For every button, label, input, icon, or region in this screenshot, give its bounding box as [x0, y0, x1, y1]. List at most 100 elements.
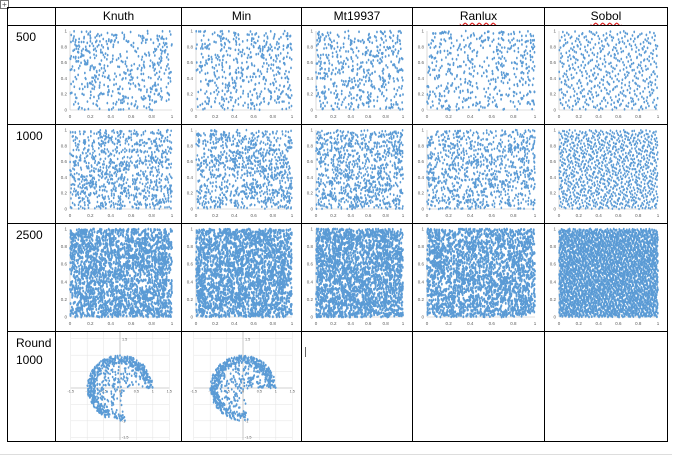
scatter-point — [121, 98, 124, 101]
scatter-point — [362, 75, 365, 79]
scatter-point — [351, 48, 354, 51]
scatter-point — [328, 37, 331, 40]
scatter-point — [251, 162, 254, 166]
scatter-point — [641, 69, 644, 73]
scatter-point — [78, 140, 81, 143]
scatter-point — [467, 56, 469, 60]
scatter-point — [520, 76, 523, 80]
scatter-point — [284, 134, 287, 138]
scatter-point — [493, 87, 496, 91]
scatter-point — [267, 172, 270, 176]
scatter-point — [169, 80, 172, 83]
scatter-point — [525, 34, 527, 38]
scatter-point — [105, 202, 108, 206]
scatter-point — [439, 66, 442, 70]
scatter-point — [140, 143, 142, 147]
scatter-point — [285, 55, 288, 59]
scatter-point — [289, 192, 292, 196]
scatter-point — [440, 94, 443, 98]
scatter-point — [360, 88, 362, 92]
scatter-point — [99, 185, 101, 189]
scatter-point — [270, 162, 273, 166]
scatter-point — [319, 72, 322, 75]
scatter-point — [128, 148, 131, 151]
scatter-point — [324, 153, 327, 156]
scatter-point — [105, 137, 107, 140]
scatter-point — [498, 56, 500, 60]
scatter-point — [487, 86, 490, 90]
scatter-point — [140, 203, 143, 206]
scatter-point — [231, 96, 233, 99]
scatter-point — [287, 130, 290, 134]
scatter-point — [154, 81, 157, 85]
scatter-point — [149, 205, 152, 209]
scatter-point — [455, 57, 458, 61]
scatter-point — [144, 96, 147, 100]
scatter-point — [652, 49, 655, 52]
scatter-point — [527, 29, 529, 33]
scatter-point — [275, 132, 277, 135]
scatter-point — [241, 50, 244, 54]
corner-cell — [7, 7, 56, 26]
scatter-point — [323, 71, 326, 75]
scatter-point — [267, 102, 270, 106]
scatter-point — [602, 97, 605, 100]
scatter-point — [369, 99, 372, 103]
scatter-point — [446, 49, 449, 53]
scatter-point — [335, 66, 337, 70]
scatter-point — [102, 140, 104, 144]
scatter-point — [529, 32, 532, 36]
scatter-point — [284, 161, 287, 165]
scatter-point — [143, 94, 145, 98]
scatter-point — [133, 129, 136, 132]
scatter-cell-sobol: 0 0.2 0.4 0.6 0.8 1 0 0.2 0.4 0.6 0.8 1 — [544, 25, 668, 125]
scatter-point — [281, 170, 283, 174]
scatter-point — [355, 98, 358, 102]
scatter-point — [441, 105, 443, 109]
scatter-point — [254, 75, 257, 79]
scatter-point — [250, 142, 252, 146]
scatter-point — [263, 45, 266, 49]
scatter-point — [465, 63, 467, 67]
scatter-point — [144, 52, 146, 56]
scatter-point — [75, 194, 77, 198]
scatter-point — [242, 184, 244, 187]
scatter-point — [126, 56, 128, 60]
scatter-point — [628, 80, 631, 84]
y-tick-label: 0.6 — [307, 159, 314, 164]
scatter-point — [396, 69, 399, 73]
scatter-point — [375, 55, 377, 58]
table-move-handle-icon[interactable]: + — [0, 0, 9, 9]
scatter-point — [259, 172, 261, 176]
scatter-point — [507, 33, 510, 36]
scatter-point — [452, 44, 455, 48]
scatter-point — [432, 31, 434, 35]
scatter-point — [221, 68, 224, 72]
scatter-point — [130, 138, 133, 142]
scatter-point — [352, 144, 354, 148]
scatter-point — [88, 199, 90, 202]
scatter-point — [397, 51, 399, 55]
scatter-point — [78, 87, 81, 91]
scatter-point — [270, 205, 273, 208]
scatter-point — [107, 84, 110, 88]
scatter-point — [257, 129, 260, 133]
scatter-point — [273, 136, 276, 140]
scatter-point — [319, 68, 322, 71]
x-tick-label: 0.4 — [595, 114, 602, 119]
scatter-point — [99, 48, 102, 52]
scatter-point — [118, 203, 121, 207]
scatter-point — [587, 103, 590, 107]
scatter-point — [568, 106, 571, 109]
scatter-point — [118, 167, 121, 171]
scatter-point — [399, 68, 401, 72]
scatter-point — [198, 140, 201, 144]
scatter-point — [270, 148, 272, 152]
scatter-point — [108, 182, 111, 185]
scatter-point — [331, 55, 334, 59]
scatter-point — [280, 76, 283, 80]
scatter-point — [253, 104, 256, 108]
scatter-point — [160, 87, 162, 90]
scatter-point — [426, 100, 428, 104]
scatter-point — [466, 81, 469, 85]
